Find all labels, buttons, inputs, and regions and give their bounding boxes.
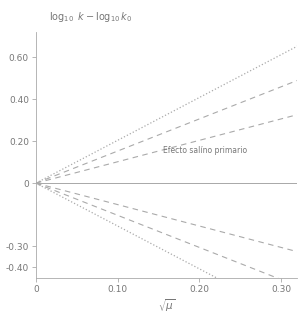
Text: $\log_{10}\ k - \log_{10}k_0$: $\log_{10}\ k - \log_{10}k_0$ [49,10,133,24]
Text: Efecto salíno primario: Efecto salíno primario [163,146,247,155]
X-axis label: $\sqrt{\mu}$: $\sqrt{\mu}$ [158,298,175,315]
